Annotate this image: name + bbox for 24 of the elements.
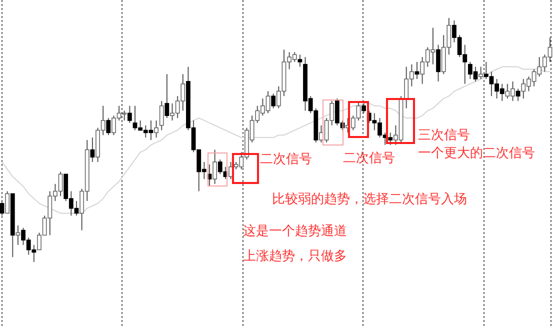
annotation: 一个更大的二次信号 (418, 146, 535, 161)
candlestick (436, 44, 440, 82)
candlestick (154, 120, 158, 138)
candlestick (516, 88, 520, 102)
candlestick (127, 105, 132, 124)
annotation: 上涨趋势，只做多 (243, 249, 347, 264)
candlestick (90, 137, 95, 162)
candlestick (164, 74, 170, 119)
candlestick (159, 100, 164, 131)
annotation: 二次信号 (260, 152, 312, 167)
candlestick (271, 93, 276, 109)
candlestick (388, 132, 393, 146)
annotation: 比较弱的趋势，选择二次信号入场 (272, 192, 467, 207)
candlestick (5, 190, 10, 214)
candlestick (478, 66, 484, 80)
annotation: 二次信号 (343, 151, 395, 166)
candlestick (106, 118, 111, 136)
candlestick (298, 54, 302, 68)
candlestick (362, 102, 366, 114)
candlestick (212, 149, 218, 184)
annotation: 这是一个趋势通道 (243, 224, 347, 239)
candlestick (0, 200, 4, 216)
annotation: 三次信号 (418, 128, 470, 143)
candlestick (218, 159, 222, 175)
